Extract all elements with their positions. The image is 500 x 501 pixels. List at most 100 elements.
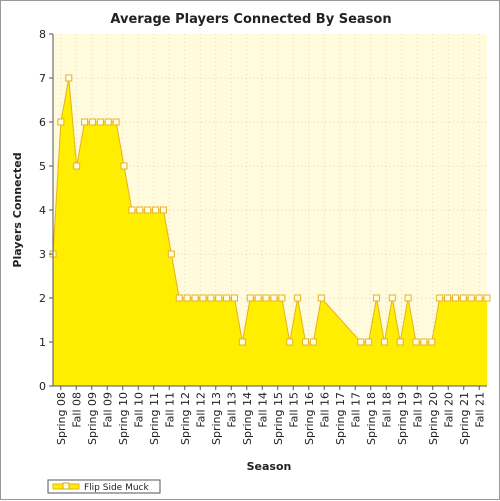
x-tick-label: Spring 20	[427, 392, 440, 445]
data-point	[428, 338, 436, 346]
data-point	[278, 294, 286, 302]
data-point	[96, 118, 104, 126]
x-tick-label: Spring 17	[334, 392, 347, 445]
data-point	[451, 294, 459, 302]
x-tick-label: Spring 13	[210, 392, 223, 445]
data-point	[373, 294, 381, 302]
data-point	[57, 118, 65, 126]
data-point	[294, 294, 302, 302]
x-tick-label: Fall 17	[349, 392, 362, 428]
y-axis-label: Players Connected	[11, 152, 24, 267]
x-tick-label: Spring 18	[365, 392, 378, 445]
y-tick-label: 6	[39, 116, 46, 129]
x-tick-label: Fall 12	[194, 392, 207, 428]
data-point	[380, 338, 388, 346]
data-point	[81, 118, 89, 126]
x-tick-label: Fall 14	[256, 392, 269, 428]
data-point	[317, 294, 325, 302]
legend-marker	[62, 482, 70, 490]
x-tick-label: Spring 15	[272, 392, 285, 445]
data-point	[175, 294, 183, 302]
data-point	[286, 338, 294, 346]
data-point	[65, 74, 73, 82]
data-point	[215, 294, 223, 302]
y-tick-label: 2	[39, 292, 46, 305]
x-tick-label: Fall 18	[380, 392, 393, 428]
x-tick-label: Spring 12	[179, 392, 192, 445]
x-tick-label: Fall 15	[287, 392, 300, 428]
data-point	[365, 338, 373, 346]
area-layer	[52, 77, 487, 386]
x-tick-label: Fall 19	[411, 392, 424, 428]
data-point	[238, 338, 246, 346]
data-point	[412, 338, 420, 346]
data-point	[309, 338, 317, 346]
data-point	[270, 294, 278, 302]
y-tick-label: 0	[39, 380, 46, 393]
data-point	[388, 294, 396, 302]
x-tick-labels: Spring 08 Fall 08 Spring 09 Fall 09 Spring 1…	[55, 386, 486, 445]
y-tick-label: 4	[39, 204, 46, 217]
y-tick-label: 7	[39, 72, 46, 85]
x-tick-label: Spring 08	[55, 392, 68, 445]
data-point	[302, 338, 310, 346]
y-tick-label: 3	[39, 248, 46, 261]
data-point	[136, 206, 144, 214]
legend-box	[47, 479, 161, 494]
data-point	[436, 294, 444, 302]
x-tick-label: Fall 08	[70, 392, 83, 428]
data-point	[144, 206, 152, 214]
series-line	[52, 77, 487, 343]
data-point	[246, 294, 254, 302]
x-tick-label: Spring 21	[458, 392, 471, 445]
data-point	[128, 206, 136, 214]
x-tick-label: Spring 19	[396, 392, 409, 445]
x-tick-label: Spring 16	[303, 392, 316, 445]
data-point	[183, 294, 191, 302]
legend-label: Flip Side Muck	[84, 483, 149, 493]
data-point	[199, 294, 207, 302]
y-tick-label: 8	[39, 28, 46, 41]
data-point	[88, 118, 96, 126]
data-point	[254, 294, 262, 302]
data-point	[104, 118, 112, 126]
data-point	[223, 294, 231, 302]
data-point	[73, 162, 81, 170]
marker-layer	[49, 74, 491, 346]
x-tick-label: Spring 09	[86, 392, 99, 445]
x-tick-label: Fall 09	[101, 392, 114, 428]
data-point	[420, 338, 428, 346]
data-point	[120, 162, 128, 170]
data-point	[152, 206, 160, 214]
y-tick-label: 1	[39, 336, 46, 349]
y-tick-label: 5	[39, 160, 46, 173]
data-point	[357, 338, 365, 346]
x-tick-label: Fall 10	[132, 392, 145, 428]
data-point	[475, 294, 483, 302]
y-tick-labels: 0 1 2 3 4 5 6 7 8	[39, 28, 53, 393]
data-point	[167, 250, 175, 258]
data-point	[191, 294, 199, 302]
data-point	[230, 294, 238, 302]
x-tick-label: Fall 21	[473, 392, 486, 428]
x-axis-label: Season	[247, 460, 292, 473]
data-point	[404, 294, 412, 302]
x-tick-label: Fall 16	[318, 392, 331, 428]
data-point	[396, 338, 404, 346]
data-point	[459, 294, 467, 302]
x-tick-label: Spring 11	[148, 392, 161, 445]
chart-title: Average Players Connected By Season	[110, 12, 391, 27]
x-tick-label: Fall 20	[442, 392, 455, 428]
data-point	[159, 206, 167, 214]
data-point	[207, 294, 215, 302]
legend: Flip Side Muck	[47, 479, 161, 494]
x-tick-label: Spring 14	[241, 392, 254, 445]
data-point	[262, 294, 270, 302]
data-point	[444, 294, 452, 302]
x-tick-label: Fall 13	[225, 392, 238, 428]
x-tick-label: Spring 10	[117, 392, 130, 445]
x-tick-label: Fall 11	[163, 392, 176, 428]
data-point	[467, 294, 475, 302]
